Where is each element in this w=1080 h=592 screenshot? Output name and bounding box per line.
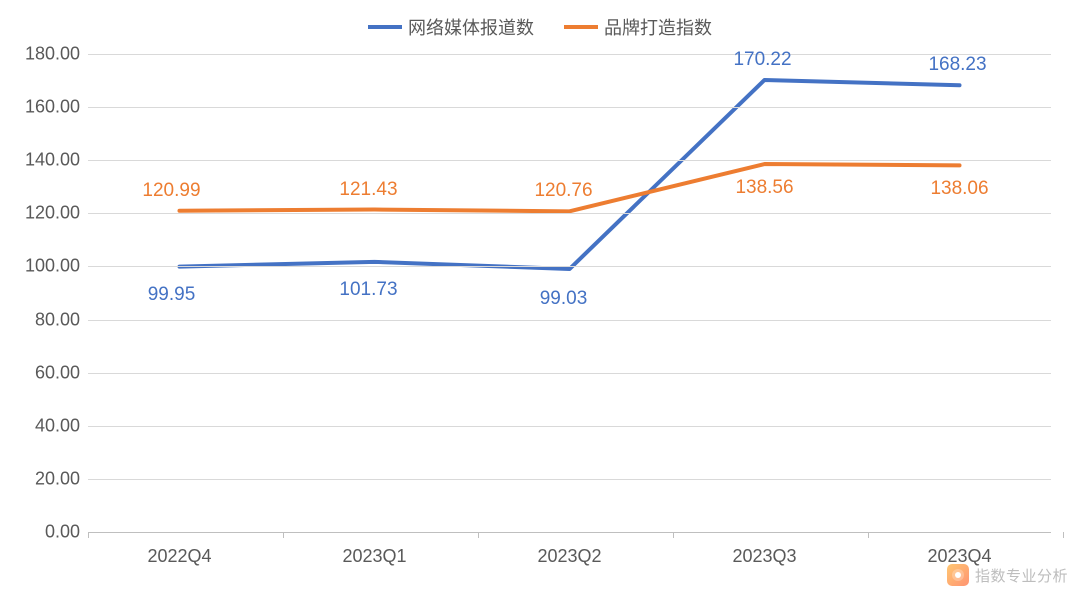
y-axis-tick: 20.00 (0, 468, 80, 489)
x-tick (478, 532, 479, 538)
y-axis-tick: 120.00 (0, 203, 80, 224)
legend-label: 品牌打造指数 (604, 14, 712, 40)
gridline-y (88, 373, 1051, 374)
gridline-y (88, 54, 1051, 55)
x-axis-tick: 2023Q4 (927, 546, 991, 567)
weibo-icon (947, 564, 969, 586)
data-label: 121.43 (339, 179, 397, 201)
x-tick (1063, 532, 1064, 538)
x-axis-tick: 2023Q3 (732, 546, 796, 567)
y-axis-tick: 40.00 (0, 415, 80, 436)
x-tick (283, 532, 284, 538)
plot-area: 99.95101.7399.03170.22168.23120.99121.43… (88, 54, 1051, 532)
legend-item: 网络媒体报道数 (368, 14, 534, 40)
legend-swatch (368, 25, 402, 29)
chart-legend: 网络媒体报道数 品牌打造指数 (0, 14, 1080, 40)
x-axis-tick: 2023Q2 (537, 546, 601, 567)
line-chart: 网络媒体报道数 品牌打造指数 99.95 101.73 99.03 170.22 168.… (0, 0, 1080, 592)
x-tick (673, 532, 674, 538)
y-axis-tick: 160.00 (0, 97, 80, 118)
data-label: 120.76 (534, 180, 592, 202)
y-axis-tick: 80.00 (0, 309, 80, 330)
x-axis-tick: 2023Q1 (342, 546, 406, 567)
x-axis-line (88, 532, 1051, 533)
data-label: 99.03 (540, 288, 588, 310)
y-axis-tick: 60.00 (0, 362, 80, 383)
gridline-y (88, 479, 1051, 480)
data-label: 120.99 (142, 180, 200, 202)
gridline-y (88, 213, 1051, 214)
data-label: 168.23 (928, 54, 986, 76)
data-label: 138.06 (930, 178, 988, 200)
y-axis-tick: 180.00 (0, 44, 80, 65)
x-axis-tick: 2022Q4 (147, 546, 211, 567)
gridline-y (88, 160, 1051, 161)
x-tick (868, 532, 869, 538)
gridline-y (88, 107, 1051, 108)
series-line (179, 80, 959, 269)
gridline-y (88, 426, 1051, 427)
x-tick (88, 532, 89, 538)
data-label: 101.73 (339, 279, 397, 301)
data-label: 99.95 (148, 284, 196, 306)
legend-item: 品牌打造指数 (564, 14, 712, 40)
watermark-text: 指数专业分析 (975, 565, 1068, 586)
gridline-y (88, 320, 1051, 321)
legend-label: 网络媒体报道数 (408, 14, 534, 40)
data-label: 170.22 (733, 49, 791, 71)
data-label: 138.56 (735, 177, 793, 199)
y-axis-tick: 0.00 (0, 522, 80, 543)
y-axis-tick: 100.00 (0, 256, 80, 277)
gridline-y (88, 266, 1051, 267)
y-axis-tick: 140.00 (0, 150, 80, 171)
legend-swatch (564, 25, 598, 29)
watermark: 指数专业分析 (947, 564, 1068, 586)
